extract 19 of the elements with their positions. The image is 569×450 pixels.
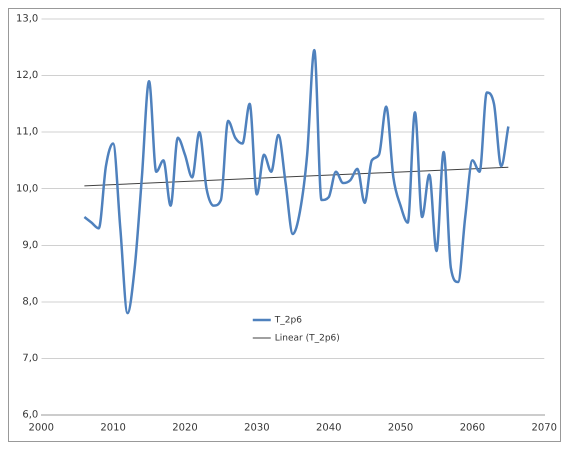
- y-tick-label: 8,0: [22, 296, 38, 308]
- y-tick-label: 6,0: [22, 410, 38, 421]
- x-tick-label: 2000: [28, 422, 54, 434]
- y-tick-label: 12,0: [16, 70, 38, 82]
- x-tick-label: 2020: [172, 422, 198, 434]
- y-tick-label: 11,0: [16, 126, 38, 138]
- x-tick-label: 2070: [532, 422, 557, 434]
- legend-label: Linear (T_2p6): [274, 333, 340, 344]
- y-tick-label: 7,0: [22, 353, 38, 364]
- x-tick-label: 2010: [100, 422, 126, 434]
- y-tick-label: 13,0: [16, 14, 38, 25]
- x-tick-label: 2060: [460, 422, 486, 434]
- x-tick-label: 2050: [388, 422, 414, 434]
- x-tick-label: 2040: [316, 422, 342, 434]
- y-tick-label: 9,0: [22, 240, 38, 251]
- x-tick-label: 2030: [244, 422, 270, 434]
- y-tick-label: 10,0: [16, 183, 38, 194]
- legend-label: T_2p6: [274, 315, 302, 326]
- line-series: [83, 48, 510, 314]
